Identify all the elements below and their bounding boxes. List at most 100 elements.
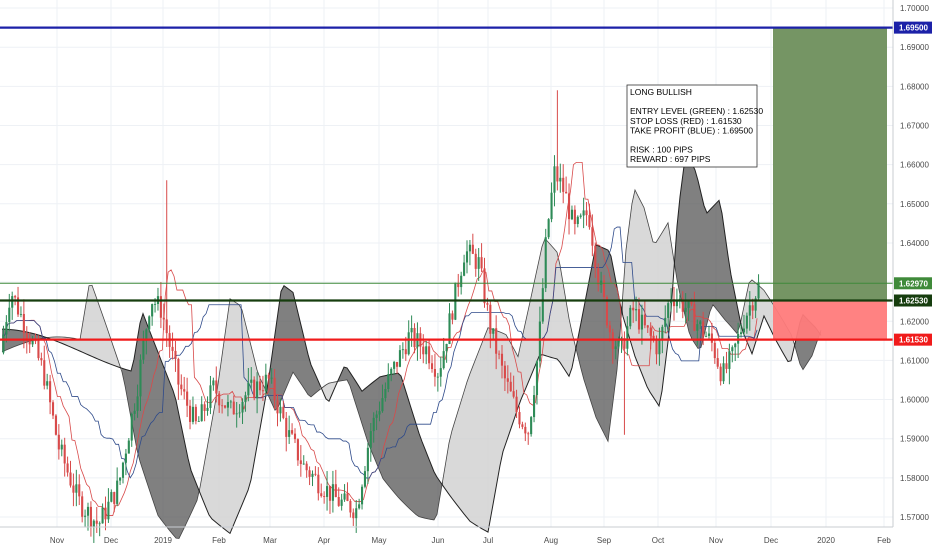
cloud-segment bbox=[212, 404, 215, 522]
candle-body bbox=[719, 366, 722, 382]
candle-body bbox=[617, 339, 620, 347]
cloud-segment bbox=[77, 338, 80, 352]
price-axis[interactable]: 1.57000 1.58000 1.59000 1.60000 1.61000 1.620… bbox=[892, 0, 932, 527]
annotation-line: REWARD : 697 PIPS bbox=[630, 154, 711, 164]
candle-body bbox=[323, 496, 326, 497]
cloud-segment bbox=[530, 287, 533, 379]
cloud-segment bbox=[92, 285, 95, 358]
cloud-segment bbox=[482, 335, 485, 531]
candle-body bbox=[533, 395, 536, 418]
candle-body bbox=[544, 237, 547, 289]
cloud-segment bbox=[383, 375, 386, 483]
candle-body bbox=[311, 473, 314, 477]
cloud-segment bbox=[347, 367, 350, 386]
cloud-segment bbox=[107, 327, 110, 364]
candle-body bbox=[209, 385, 212, 408]
candle-body bbox=[503, 365, 506, 379]
candle-body bbox=[37, 340, 40, 359]
candle-body bbox=[84, 515, 87, 517]
candle-body bbox=[358, 504, 361, 509]
candle-body bbox=[608, 325, 611, 333]
candle-body bbox=[751, 305, 754, 311]
cloud-segment bbox=[236, 302, 239, 520]
cloud-segment bbox=[179, 414, 182, 539]
candle-body bbox=[346, 493, 349, 501]
x-tick-label: Dec bbox=[104, 536, 118, 545]
cloud-segment bbox=[581, 307, 584, 380]
candle-body bbox=[573, 209, 576, 225]
candle-body bbox=[369, 431, 372, 448]
candle-body bbox=[366, 447, 369, 472]
cloud-segment bbox=[269, 355, 272, 404]
candle-body bbox=[734, 343, 737, 348]
cloud-segment bbox=[17, 330, 20, 346]
candle-body bbox=[267, 374, 270, 379]
candle-body bbox=[410, 327, 413, 333]
candle-body bbox=[22, 313, 25, 334]
candle-body bbox=[664, 317, 667, 327]
candle-body bbox=[468, 244, 471, 252]
cloud-segment bbox=[527, 301, 530, 386]
cloud-segment bbox=[86, 285, 89, 356]
cloud-segment bbox=[563, 282, 566, 372]
cloud-segment bbox=[683, 150, 686, 320]
candle-body bbox=[81, 496, 84, 517]
cloud-segment bbox=[230, 298, 233, 534]
candle-body bbox=[460, 275, 463, 288]
cloud-segment bbox=[248, 333, 251, 491]
annotation-line: ENTRY LEVEL (GREEN) : 1.62530 bbox=[630, 106, 763, 116]
candle-body bbox=[658, 339, 661, 355]
candle-body bbox=[457, 282, 460, 288]
candle-body bbox=[489, 304, 492, 334]
cloud-segment bbox=[467, 373, 470, 522]
cloud-segment bbox=[14, 329, 17, 347]
candle-body bbox=[716, 358, 719, 367]
upper_line-price-tag bbox=[894, 277, 932, 290]
candle-body bbox=[425, 346, 428, 355]
candle-body bbox=[375, 414, 378, 418]
candle-body bbox=[500, 353, 504, 366]
candle-body bbox=[5, 322, 8, 335]
candle-body bbox=[343, 493, 346, 500]
candle-body bbox=[247, 382, 250, 396]
candle-body bbox=[75, 484, 78, 493]
candle-body bbox=[722, 363, 725, 382]
cloud-segment bbox=[83, 303, 86, 354]
candle-body bbox=[223, 405, 227, 408]
cloud-segment bbox=[245, 321, 248, 498]
cloud-segment bbox=[566, 300, 569, 377]
time-axis[interactable]: Nov Dec 2019 Feb Mar Apr May Jun Jul Aug Sep Oct Nov… bbox=[0, 526, 893, 545]
candle-body bbox=[579, 215, 582, 217]
annotation-box: LONG BULLISH ENTRY LEVEL (GREEN) : 1.6253… bbox=[626, 84, 763, 168]
cloud-segment bbox=[215, 384, 218, 524]
candle-body bbox=[148, 316, 151, 330]
cloud-segment bbox=[728, 255, 731, 327]
candle-body bbox=[72, 485, 75, 493]
candle-body bbox=[602, 280, 606, 298]
candle-body bbox=[483, 268, 486, 304]
horizontal-levels bbox=[0, 26, 893, 341]
y-tick-label: 1.59000 bbox=[900, 435, 929, 444]
candle-body bbox=[244, 395, 247, 402]
candle-body bbox=[98, 523, 101, 525]
candle-body bbox=[710, 333, 713, 343]
cloud-segment bbox=[239, 304, 242, 512]
candle-body bbox=[28, 338, 31, 345]
candle-body bbox=[235, 413, 238, 415]
cloud-segment bbox=[251, 345, 254, 480]
candle-body bbox=[326, 486, 329, 497]
candle-body bbox=[142, 340, 145, 360]
cloud-segment bbox=[398, 373, 401, 501]
candle-body bbox=[349, 500, 352, 513]
x-tick-label: Jul bbox=[483, 536, 493, 545]
candle-body bbox=[197, 421, 200, 422]
cloud-segment bbox=[404, 385, 407, 507]
candle-body bbox=[14, 296, 17, 298]
cloud-segment bbox=[464, 381, 467, 518]
cloud-segment bbox=[146, 321, 149, 489]
candle-body bbox=[261, 390, 264, 392]
cloud-segment bbox=[413, 414, 416, 515]
candle-body bbox=[250, 379, 253, 383]
y-tick-label: 1.62000 bbox=[900, 317, 929, 326]
